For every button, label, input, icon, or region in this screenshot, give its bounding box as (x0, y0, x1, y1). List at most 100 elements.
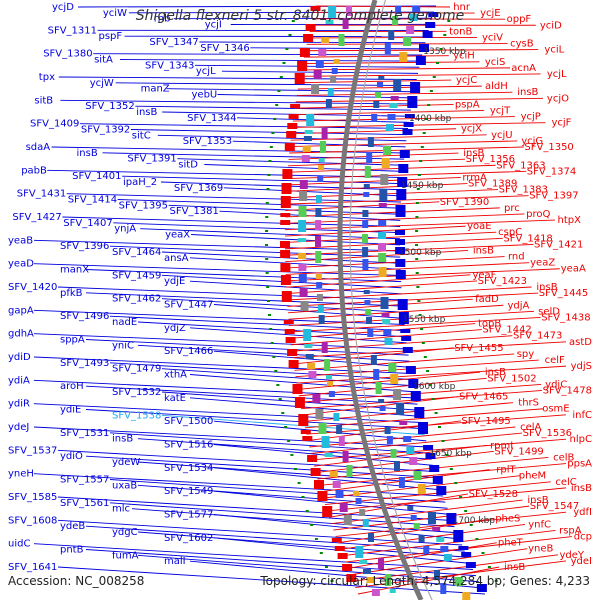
gene-feature[interactable] (338, 34, 345, 46)
gene-label-right[interactable]: SFV_1390 (440, 197, 489, 208)
gene-label-left[interactable]: SFV_1420 (8, 282, 57, 293)
gene-feature[interactable] (346, 6, 352, 16)
gene-label-left[interactable]: SFV_1537 (8, 445, 57, 456)
gene-feature[interactable] (365, 309, 372, 315)
gene-feature[interactable] (331, 68, 338, 74)
gene-feature[interactable] (375, 382, 382, 394)
gene-label-right[interactable]: rrmA (462, 172, 487, 183)
gene-feature[interactable] (381, 313, 390, 317)
gene-label-right[interactable]: hnr (453, 2, 471, 13)
gene-feature[interactable] (378, 232, 386, 239)
gene-feature[interactable] (307, 363, 316, 369)
gene-label-left[interactable]: yebU (192, 90, 218, 101)
gene-feature[interactable] (379, 406, 386, 411)
gene-label-right[interactable]: SFV_1389 (468, 179, 517, 190)
gene-feature[interactable] (288, 360, 299, 368)
gene-label-right[interactable]: thrS (518, 398, 539, 409)
gene-label-right[interactable]: SFV_1528 (469, 489, 518, 500)
gene-label-right[interactable]: oppF (507, 14, 532, 25)
gene-feature[interactable] (287, 123, 298, 129)
gene-feature[interactable] (325, 20, 334, 24)
gene-feature[interactable] (311, 84, 320, 94)
gene-feature[interactable] (381, 158, 390, 168)
gene-label-right[interactable]: celB (553, 452, 574, 463)
gene-label-left[interactable]: SFV_1516 (164, 440, 213, 451)
gene-feature[interactable] (362, 234, 368, 243)
gene-label-left[interactable]: yniC (112, 340, 134, 351)
gene-feature[interactable] (302, 146, 311, 152)
gene-feature[interactable] (303, 34, 314, 42)
gene-label-right[interactable]: celF (545, 355, 565, 366)
gene-label-right[interactable]: acnA (511, 63, 536, 74)
gene-label-right[interactable]: fadD (475, 294, 499, 305)
gene-feature[interactable] (363, 192, 370, 197)
gene-feature[interactable] (317, 176, 324, 182)
gene-label-right[interactable]: SFV_1363 (496, 160, 545, 171)
gene-label-left[interactable]: SFV_1347 (149, 37, 198, 48)
gene-feature[interactable] (387, 114, 396, 120)
gene-label-left[interactable]: ydeJ (8, 422, 29, 433)
gene-feature[interactable] (362, 519, 369, 527)
gene-feature[interactable] (280, 250, 291, 258)
gene-feature[interactable] (418, 422, 428, 434)
gene-label-right[interactable]: SFV_1445 (539, 288, 588, 299)
gene-label-left[interactable]: SFV_1427 (12, 212, 61, 223)
gene-feature[interactable] (382, 319, 391, 324)
gene-feature[interactable] (419, 44, 429, 52)
gene-label-left[interactable]: ycjL (196, 66, 216, 77)
gene-label-left[interactable]: SFV_1585 (8, 492, 57, 503)
gene-feature[interactable] (304, 130, 313, 134)
gene-label-right[interactable]: ycjT (490, 105, 511, 116)
gene-label-left[interactable]: SFV_1479 (112, 364, 161, 375)
gene-feature[interactable] (389, 103, 398, 108)
gene-label-right[interactable]: rpmI (490, 440, 513, 451)
gene-feature[interactable] (299, 48, 310, 57)
gene-feature[interactable] (403, 37, 412, 46)
gene-feature[interactable] (338, 436, 345, 446)
gene-label-left[interactable]: SFV_1531 (60, 428, 109, 439)
gene-label-right[interactable]: SFV_1473 (513, 331, 562, 342)
gene-feature[interactable] (458, 546, 469, 550)
gene-feature[interactable] (336, 425, 343, 434)
gene-feature[interactable] (434, 570, 440, 580)
gene-label-left[interactable]: yeaD (8, 259, 34, 270)
gene-feature[interactable] (342, 564, 353, 571)
gene-feature[interactable] (383, 146, 391, 155)
gene-label-right[interactable]: SFV_1421 (534, 239, 583, 250)
gene-label-left[interactable]: SFV_1493 (60, 358, 109, 369)
gene-feature[interactable] (321, 128, 328, 139)
gene-label-left[interactable]: pabB (21, 165, 47, 176)
gene-label-left[interactable]: SFV_1431 (17, 189, 66, 200)
gene-label-left[interactable]: SFV_1352 (85, 101, 134, 112)
gene-feature[interactable] (317, 305, 324, 313)
gene-label-right[interactable]: rnd (508, 252, 525, 263)
gene-label-right[interactable]: topB (478, 319, 501, 330)
gene-label-right[interactable]: insB (504, 562, 525, 573)
gene-label-right[interactable]: pheS (495, 513, 520, 524)
gene-label-right[interactable]: rspA (559, 525, 582, 536)
gene-label-left[interactable]: gapA (8, 305, 34, 316)
gene-label-right[interactable]: yciV (482, 32, 503, 43)
gene-feature[interactable] (410, 82, 421, 93)
gene-label-right[interactable]: yeaF (472, 270, 496, 281)
gene-label-right[interactable]: SFV_1465 (459, 392, 508, 403)
gene-label-left[interactable]: pntB (60, 545, 84, 556)
gene-feature[interactable] (306, 114, 315, 126)
gene-label-right[interactable]: SFV_1418 (503, 233, 552, 244)
gene-label-right[interactable]: insB (571, 483, 592, 494)
gene-feature[interactable] (287, 349, 298, 356)
gene-feature[interactable] (383, 329, 392, 335)
gene-feature[interactable] (436, 537, 445, 542)
gene-label-left[interactable]: sitD (178, 160, 198, 171)
gene-label-left[interactable]: ynjA (114, 224, 136, 235)
gene-feature[interactable] (378, 399, 385, 403)
gene-feature[interactable] (301, 155, 310, 162)
gene-label-left[interactable]: sitB (34, 95, 53, 106)
gene-feature[interactable] (284, 329, 295, 334)
gene-feature[interactable] (378, 558, 384, 569)
gene-feature[interactable] (314, 480, 324, 489)
gene-label-left[interactable]: malI (164, 556, 186, 567)
gene-feature[interactable] (396, 403, 405, 415)
gene-label-right[interactable]: htpX (558, 215, 582, 226)
gene-label-right[interactable]: pspA (455, 99, 480, 110)
